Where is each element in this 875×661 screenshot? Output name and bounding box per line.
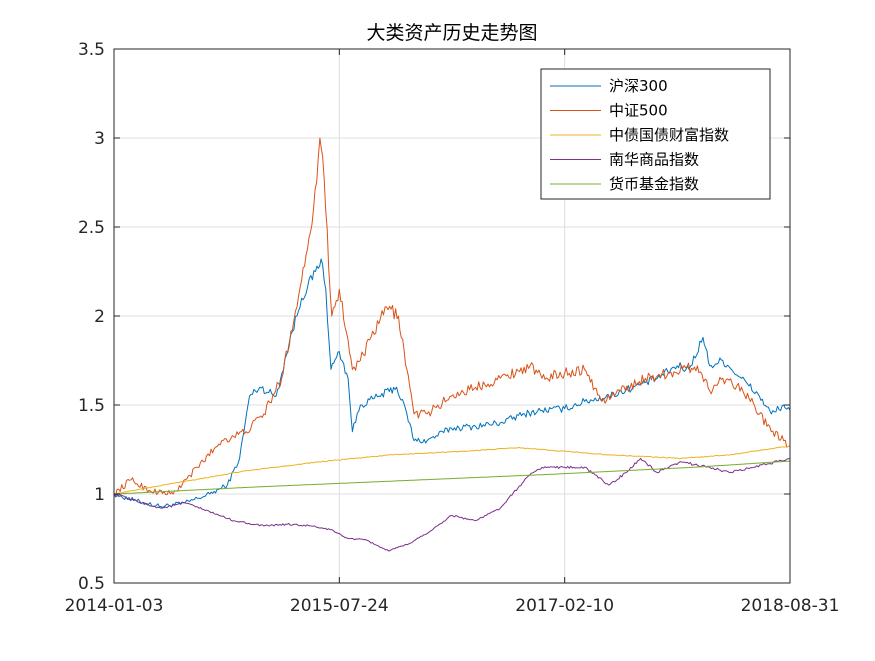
ticks: 0.5 1 1.5 2 2.5 3 3.5 2014-01-03 2015-07-24 2017-… xyxy=(65,40,840,616)
series-lines xyxy=(113,137,791,552)
x-tick-label: 2014-01-03 xyxy=(65,596,164,616)
legend-box xyxy=(540,68,771,200)
y-tick-label: 2 xyxy=(94,307,105,327)
series-line xyxy=(113,457,791,552)
series-line xyxy=(113,460,791,495)
legend-label: 沪深300 xyxy=(609,77,668,95)
series-line xyxy=(113,445,791,495)
y-tick-label: 3 xyxy=(94,129,105,149)
y-tick-label: 0.5 xyxy=(78,574,105,594)
y-tick-label: 1 xyxy=(94,485,105,505)
x-tick-label: 2015-07-24 xyxy=(290,596,389,616)
legend-label: 中证500 xyxy=(609,102,668,120)
legend-label: 货币基金指数 xyxy=(609,175,699,193)
x-tick-label: 2017-02-10 xyxy=(515,596,614,616)
y-tick-label: 3.5 xyxy=(78,40,105,60)
grid xyxy=(114,49,790,583)
legend-label: 中债国债财富指数 xyxy=(609,126,729,144)
series-line xyxy=(113,258,791,508)
y-tick-label: 2.5 xyxy=(78,218,105,238)
series-line xyxy=(113,137,791,497)
legend-label: 南华商品指数 xyxy=(609,151,699,169)
x-tick-label: 2018-08-31 xyxy=(741,596,840,616)
chart-title: 大类资产历史走势图 xyxy=(366,22,537,44)
y-tick-label: 1.5 xyxy=(78,396,105,416)
